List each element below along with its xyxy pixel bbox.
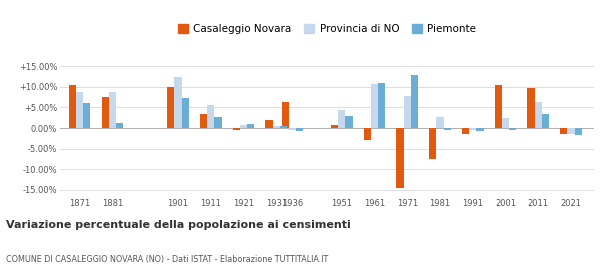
Bar — [272, 126, 280, 128]
Bar — [397, 128, 404, 188]
Bar — [371, 84, 378, 128]
Bar — [167, 87, 175, 128]
Bar — [247, 124, 254, 128]
Bar — [404, 96, 411, 128]
Bar — [346, 116, 353, 128]
Bar — [265, 120, 272, 128]
Bar — [495, 85, 502, 128]
Bar — [443, 128, 451, 130]
Bar — [378, 83, 385, 128]
Bar — [535, 102, 542, 128]
Bar — [116, 123, 123, 128]
Bar — [476, 128, 484, 131]
Legend: Casaleggio Novara, Provincia di NO, Piemonte: Casaleggio Novara, Provincia di NO, Piem… — [176, 22, 478, 36]
Bar — [469, 128, 476, 130]
Bar — [509, 128, 517, 130]
Bar — [109, 92, 116, 128]
Bar — [411, 74, 418, 128]
Bar — [527, 88, 535, 128]
Bar — [76, 92, 83, 128]
Bar — [429, 128, 436, 159]
Bar — [182, 98, 189, 128]
Bar — [331, 125, 338, 128]
Bar — [560, 128, 568, 134]
Bar — [240, 125, 247, 128]
Bar — [214, 116, 221, 128]
Bar — [296, 128, 304, 131]
Bar — [568, 128, 575, 134]
Text: COMUNE DI CASALEGGIO NOVARA (NO) - Dati ISTAT - Elaborazione TUTTITALIA.IT: COMUNE DI CASALEGGIO NOVARA (NO) - Dati … — [6, 255, 328, 264]
Bar — [462, 128, 469, 134]
Bar — [289, 128, 296, 130]
Bar — [502, 118, 509, 128]
Bar — [282, 102, 289, 128]
Bar — [280, 126, 287, 128]
Bar — [207, 105, 214, 128]
Bar — [101, 97, 109, 128]
Bar — [436, 116, 443, 128]
Bar — [542, 115, 549, 128]
Bar — [69, 85, 76, 128]
Bar — [233, 128, 240, 130]
Bar — [200, 114, 207, 128]
Bar — [175, 77, 182, 128]
Bar — [338, 110, 346, 128]
Text: Variazione percentuale della popolazione ai censimenti: Variazione percentuale della popolazione… — [6, 220, 351, 230]
Bar — [83, 103, 91, 128]
Bar — [364, 128, 371, 140]
Bar — [575, 128, 582, 136]
